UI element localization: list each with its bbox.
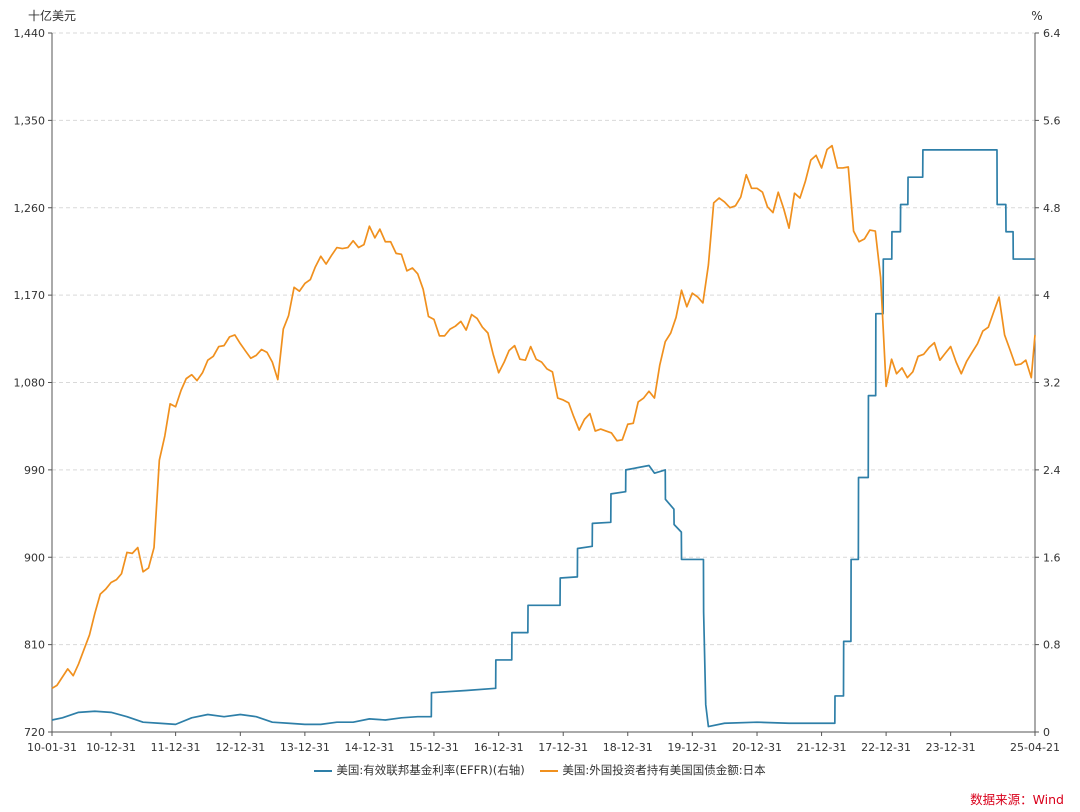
y-left-tick-label-4: 1,080 (14, 377, 46, 390)
source-note: 数据来源：Wind (970, 792, 1064, 807)
legend-item-japan-holdings: 美国:外国投资者持有美国国债金额:日本 (540, 762, 766, 778)
legend-swatch-effr (314, 769, 333, 772)
legend-label-japan-holdings: 美国:外国投资者持有美国国债金额:日本 (562, 763, 766, 777)
y-right-tick-label-0: 0 (1043, 726, 1050, 739)
y-left-tick-label-8: 1,440 (14, 27, 46, 40)
legend-label-effr: 美国:有效联邦基金利率(EFFR)(右轴) (336, 763, 525, 777)
y-left-tick-label-1: 810 (24, 639, 45, 652)
x-tick-label-6: 15-12-31 (409, 741, 459, 754)
x-tick-label-11: 20-12-31 (732, 741, 782, 754)
x-tick-label-9: 18-12-31 (603, 741, 653, 754)
chart-area: 720 810 900 990 1,080 1,170 1,260 1,350 1,440 0 0.… (14, 8, 1061, 754)
x-tick-label-4: 13-12-31 (280, 741, 330, 754)
y-right-tick-label-7: 5.6 (1043, 114, 1061, 127)
x-tick-label-3: 12-12-31 (215, 741, 265, 754)
y-right-tick-label-4: 3.2 (1043, 377, 1061, 390)
y-left-unit: 十亿美元 (28, 8, 76, 23)
y-right-tick-label-1: 0.8 (1043, 639, 1061, 652)
x-tick-label-2: 11-12-31 (151, 741, 201, 754)
y-left-tick-label-0: 720 (24, 726, 45, 739)
legend-swatch-japan-holdings (540, 769, 559, 772)
y-right-tick-label-2: 1.6 (1043, 551, 1061, 564)
x-tick-label-14: 23-12-31 (926, 741, 976, 754)
x-tick-label-13: 22-12-31 (861, 741, 911, 754)
x-tick-label-8: 17-12-31 (538, 741, 588, 754)
series-line-effr (51, 149, 1035, 728)
x-tick-label-5: 14-12-31 (344, 741, 394, 754)
y-right-tick-label-3: 2.4 (1043, 464, 1061, 477)
legend: 美国:有效联邦基金利率(EFFR)(右轴) 美国:外国投资者持有美国国债金额:日… (0, 762, 1080, 778)
y-left-tick-label-7: 1,350 (14, 114, 46, 127)
series-line-japan-holdings (51, 144, 1036, 690)
y-left-tick-label-5: 1,170 (14, 289, 46, 302)
x-tick-label-7: 16-12-31 (474, 741, 524, 754)
y-left-tick-label-3: 990 (24, 464, 45, 477)
y-right-unit: % (1031, 9, 1042, 23)
y-left-tick-label-6: 1,260 (14, 202, 46, 215)
x-tick-label-12: 21-12-31 (797, 741, 847, 754)
y-right-tick-label-8: 6.4 (1043, 27, 1061, 40)
legend-item-effr: 美国:有效联邦基金利率(EFFR)(右轴) (314, 762, 525, 778)
y-right-tick-label-6: 4.8 (1043, 202, 1061, 215)
x-tick-label-0: 10-01-31 (27, 741, 77, 754)
x-tick-label-1: 10-12-31 (86, 741, 136, 754)
x-tick-label-10: 19-12-31 (667, 741, 717, 754)
y-right-tick-label-5: 4 (1043, 289, 1050, 302)
y-left-tick-label-2: 900 (24, 551, 45, 564)
x-tick-label-15: 25-04-21 (1010, 741, 1060, 754)
